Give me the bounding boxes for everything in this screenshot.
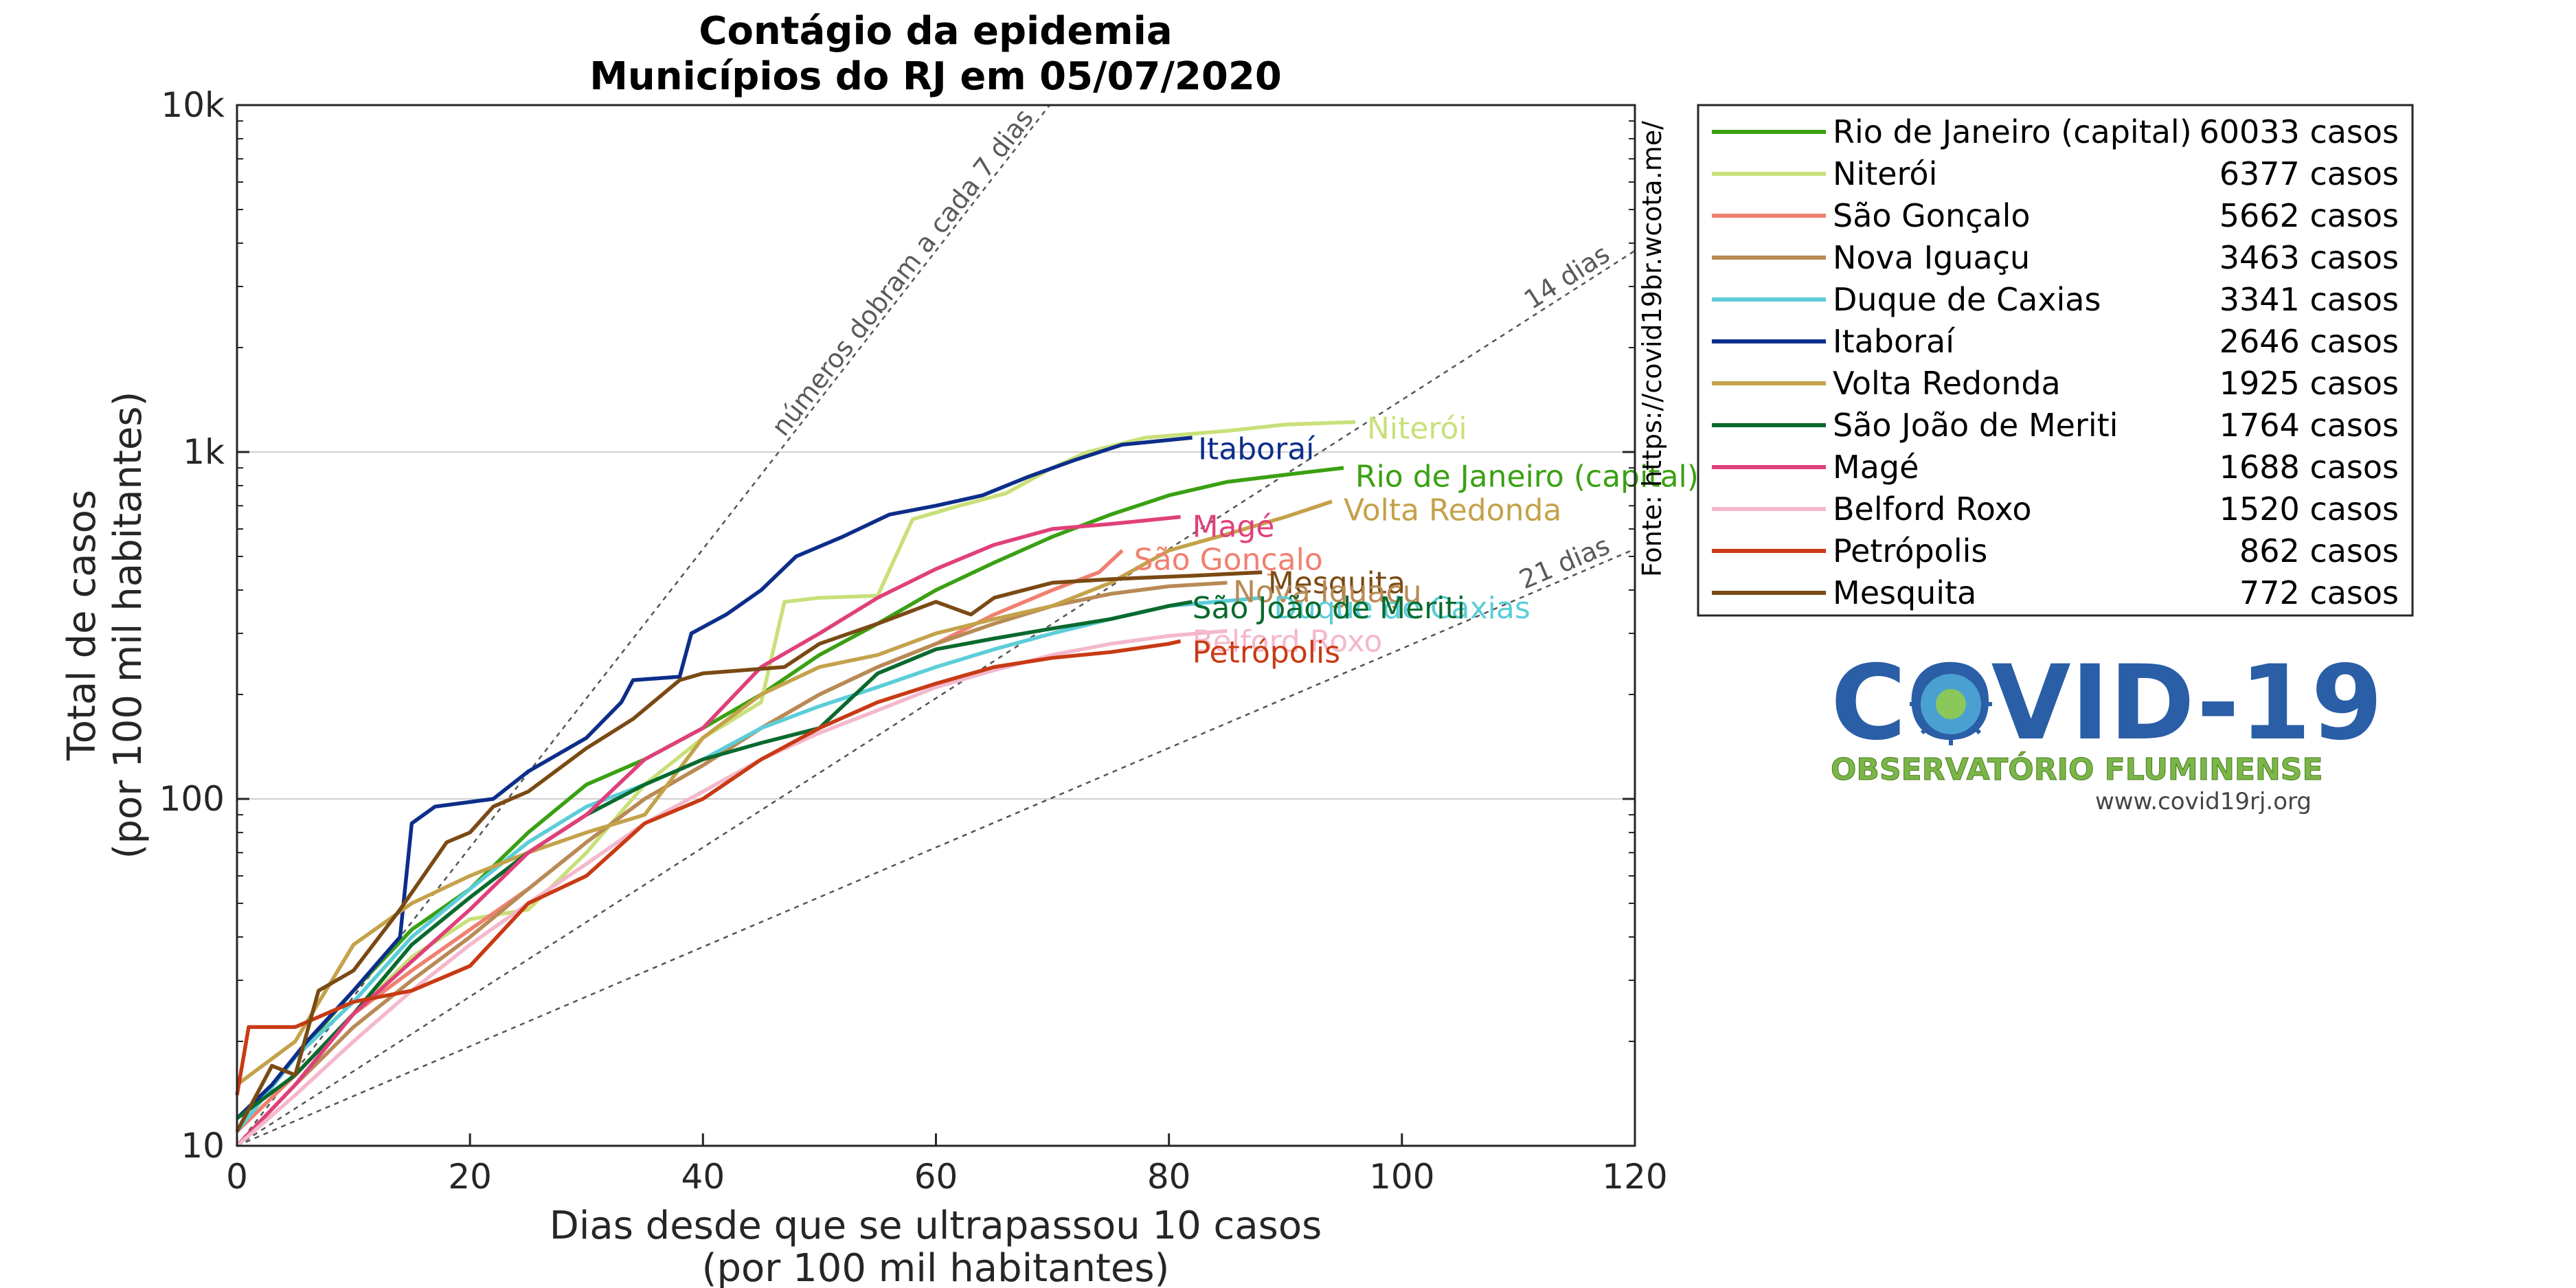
- legend: Rio de Janeiro (capital) 60033 casos Niter…: [1697, 104, 2414, 617]
- virus-icon: [1910, 663, 1992, 745]
- reference-line-label: números dobram a cada 7 dias: [765, 103, 1039, 442]
- legend-count: 772 casos: [2239, 574, 2399, 611]
- legend-count: 6377 casos: [2219, 155, 2399, 192]
- chart-title-line2: Municípios do RJ em 05/07/2020: [589, 54, 1282, 99]
- x-tick-label: 120: [1602, 1157, 1667, 1197]
- legend-count: 1925 casos: [2219, 365, 2399, 402]
- x-tick-label: 60: [914, 1157, 958, 1197]
- reference-line: [237, 249, 1635, 1146]
- legend-label: Magé: [1833, 449, 1919, 486]
- grid-lines: [237, 451, 1635, 800]
- series-end-label: Niterói: [1367, 411, 1467, 447]
- legend-count: 3463 casos: [2219, 239, 2399, 276]
- legend-label: Rio de Janeiro (capital): [1833, 113, 2192, 150]
- series-line: [236, 600, 1193, 1120]
- reference-line-label: 21 dias: [1515, 530, 1614, 596]
- logo-subtitle: OBSERVATÓRIO FLUMINENSE: [1831, 751, 2323, 787]
- covid-logo: COVID-19 OBSERVATÓRIO FLUMINENSE www.cov…: [1831, 644, 2383, 815]
- series-end-label: Belford Roxo: [1193, 624, 1383, 659]
- series-line: [236, 515, 1181, 1147]
- x-tick-label: 100: [1369, 1157, 1434, 1197]
- legend-label: São João de Meriti: [1833, 407, 2118, 444]
- x-axis-label: Dias desde que se ultrapassou 10 casos (…: [550, 1204, 1322, 1288]
- legend-label: Belford Roxo: [1833, 490, 2031, 528]
- legend-label: Petrópolis: [1833, 532, 1987, 569]
- series-line: [236, 420, 1356, 1133]
- legend-count: 3341 casos: [2219, 281, 2399, 318]
- series-end-label: Duque de Caxias: [1274, 591, 1530, 626]
- series-end-label: Volta Redonda: [1344, 493, 1561, 528]
- y-axis-subtitle: (por 100 mil habitantes): [106, 392, 150, 859]
- legend-label: Niterói: [1833, 155, 1937, 192]
- legend-label: Nova Iguaçu: [1833, 239, 2030, 276]
- series-lines: [235, 420, 1356, 1148]
- series-end-label: Petrópolis: [1193, 635, 1341, 670]
- series-line: [235, 570, 1263, 1133]
- y-axis-title: Total de casos: [60, 490, 104, 761]
- axis-ticks: 10 100 1k 10k 0 20 40 60 80 100 120: [159, 85, 1668, 1197]
- x-axis-subtitle: (por 100 mil habitantes): [702, 1246, 1170, 1288]
- series-end-label: Magé: [1193, 509, 1275, 544]
- series-end-label: Mesquita: [1268, 565, 1405, 600]
- x-axis-title: Dias desde que se ultrapassou 10 casos: [550, 1204, 1322, 1248]
- legend-count: 1764 casos: [2219, 407, 2399, 444]
- legend-count: 1520 casos: [2219, 490, 2399, 528]
- y-tick-label: 1k: [183, 432, 225, 472]
- series-line: [235, 466, 1344, 1133]
- series-end-label: Nova Iguaçu: [1233, 575, 1422, 610]
- legend-label: Itaboraí: [1833, 323, 1955, 360]
- x-tick-label: 40: [681, 1157, 725, 1197]
- logo-url: www.covid19rj.org: [2095, 788, 2312, 815]
- x-tick-label: 0: [226, 1157, 248, 1197]
- series-line: [236, 436, 1193, 1120]
- legend-count: 2646 casos: [2219, 323, 2399, 360]
- legend-label: São Gonçalo: [1833, 197, 2031, 234]
- chart-title-line1: Contágio da epidemia: [699, 9, 1172, 54]
- series-line: [235, 639, 1182, 1096]
- legend-label: Duque de Caxias: [1833, 281, 2101, 318]
- x-tick-label: 20: [448, 1157, 492, 1197]
- y-tick-label: 10: [181, 1126, 225, 1166]
- legend-box: [1697, 104, 2414, 617]
- series-end-label: Rio de Janeiro (capital): [1355, 460, 1699, 495]
- series-end-labels: Itaboraí Niterói Rio de Janeiro (capital)V…: [1134, 411, 1699, 670]
- source-note: Fonte: https://covid19br.wcota.me/: [1637, 121, 1667, 577]
- chart-title: Contágio da epidemia Municípios do RJ em…: [589, 9, 1282, 99]
- y-tick-label: 100: [159, 779, 225, 819]
- reference-line-label: 14 dias: [1519, 238, 1615, 315]
- legend-items: Rio de Janeiro (capital) 60033 casos Niter…: [1712, 113, 2399, 611]
- series-end-label: São João de Meriti: [1193, 591, 1465, 626]
- legend-count: 60033 casos: [2199, 113, 2399, 150]
- series-line: [236, 580, 1228, 1147]
- series-line: [236, 499, 1333, 1087]
- reference-line: [237, 548, 1635, 1146]
- y-tick-label: 10k: [161, 85, 225, 125]
- series-end-label: Itaboraí: [1198, 432, 1315, 467]
- legend-label: Mesquita: [1833, 574, 1976, 611]
- reference-line: [237, 105, 1051, 1146]
- legend-label: Volta Redonda: [1833, 365, 2061, 402]
- x-tick-label: 80: [1147, 1157, 1191, 1197]
- series-line: [236, 629, 1228, 1148]
- legend-count: 1688 casos: [2219, 449, 2399, 486]
- legend-count: 5662 casos: [2219, 197, 2399, 234]
- series-line: [235, 596, 1263, 1133]
- y-axis-label: Total de casos (por 100 mil habitantes): [60, 392, 150, 859]
- series-end-label: São Gonçalo: [1134, 542, 1323, 577]
- legend-count: 862 casos: [2239, 532, 2399, 569]
